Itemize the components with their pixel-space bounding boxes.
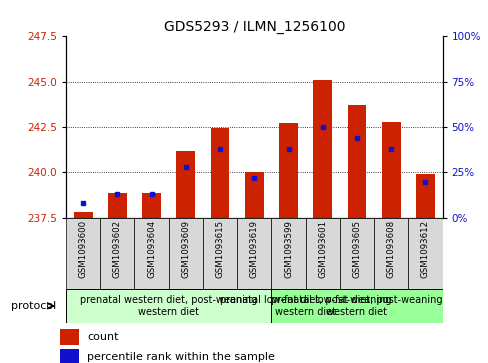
Text: percentile rank within the sample: percentile rank within the sample — [87, 352, 274, 362]
Bar — [66, 289, 271, 323]
Bar — [373, 218, 407, 289]
Bar — [60, 330, 79, 345]
Text: GSM1093612: GSM1093612 — [420, 220, 429, 278]
Bar — [100, 218, 134, 289]
Text: prenatal western diet, post-weaning
western diet: prenatal western diet, post-weaning west… — [80, 295, 257, 317]
Text: GSM1093605: GSM1093605 — [352, 220, 361, 278]
Bar — [244, 172, 263, 218]
Bar — [415, 174, 434, 218]
Bar — [176, 151, 195, 218]
Text: count: count — [87, 332, 119, 342]
Bar — [339, 218, 373, 289]
Title: GDS5293 / ILMN_1256100: GDS5293 / ILMN_1256100 — [163, 20, 345, 34]
Text: GSM1093601: GSM1093601 — [318, 220, 326, 278]
Text: prenatal low-fat diet, post-weaning
western diet: prenatal low-fat diet, post-weaning west… — [220, 295, 390, 317]
Bar — [134, 218, 168, 289]
Text: GSM1093608: GSM1093608 — [386, 220, 395, 278]
Bar — [168, 218, 203, 289]
Bar — [203, 218, 237, 289]
Text: GSM1093602: GSM1093602 — [113, 220, 122, 278]
Bar — [66, 218, 100, 289]
Text: protocol: protocol — [11, 301, 56, 311]
Text: GSM1093604: GSM1093604 — [147, 220, 156, 278]
Text: GSM1093609: GSM1093609 — [181, 220, 190, 278]
Bar — [407, 218, 442, 289]
Bar — [60, 350, 79, 363]
Bar — [347, 105, 366, 218]
Bar — [108, 193, 126, 218]
Bar — [271, 218, 305, 289]
Bar — [237, 218, 271, 289]
Text: GSM1093599: GSM1093599 — [284, 220, 292, 278]
Bar — [305, 218, 339, 289]
Bar — [271, 289, 442, 323]
Text: GSM1093615: GSM1093615 — [215, 220, 224, 278]
Text: prenatal low-fat diet, post-weaning
western diet: prenatal low-fat diet, post-weaning west… — [271, 295, 442, 317]
Text: GSM1093619: GSM1093619 — [249, 220, 258, 278]
Text: GSM1093600: GSM1093600 — [79, 220, 87, 278]
Bar — [279, 123, 297, 218]
Bar — [210, 128, 229, 218]
Bar — [74, 212, 92, 218]
Bar — [381, 122, 400, 218]
Bar — [313, 80, 331, 218]
Bar — [142, 193, 161, 218]
